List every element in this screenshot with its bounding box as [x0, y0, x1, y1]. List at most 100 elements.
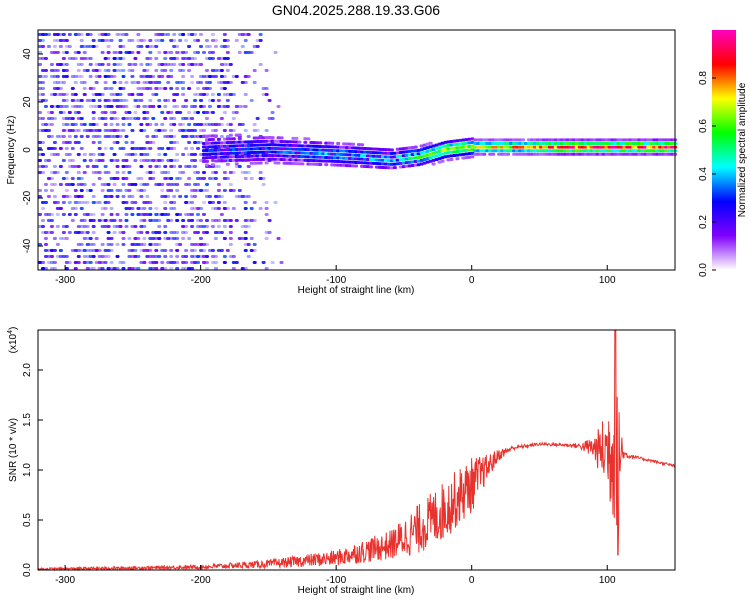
spectrogram-cell	[178, 81, 183, 84]
spectrogram-cell	[40, 225, 45, 228]
spectrogram-cell	[130, 153, 135, 156]
spectrogram-cell	[67, 159, 72, 162]
spectrogram-cell	[163, 171, 168, 174]
spectrogram-ridge-cell	[589, 138, 594, 142]
spectrogram-cell	[97, 129, 102, 132]
spectrogram-cell	[55, 39, 60, 42]
spectrogram-cell	[58, 111, 63, 114]
spectrogram-cell	[151, 261, 156, 264]
spectrogram-ridge-cell	[559, 145, 564, 149]
spectrogram-cell	[61, 201, 66, 204]
spectrogram-cell	[199, 237, 204, 240]
spectrogram-cell	[49, 183, 54, 186]
spectrogram-cell	[243, 243, 248, 246]
spectrogram-ridge-cell	[526, 149, 531, 153]
spectrogram-cell	[73, 129, 78, 132]
spectrogram-ridge-cell	[583, 138, 588, 142]
spectrogram-cell	[88, 63, 93, 66]
spectrogram-cell	[94, 249, 99, 252]
spectrogram-ridge-cell	[336, 142, 341, 145]
spectrogram-cell	[154, 69, 159, 72]
spectrogram-cell	[55, 153, 60, 156]
spectrogram-ridge-cell	[518, 145, 523, 149]
spectrogram-cell	[157, 129, 162, 132]
spectrogram-ridge-cell	[655, 149, 660, 153]
spectrogram-cell	[49, 93, 54, 96]
spectrogram-cell	[267, 231, 272, 234]
colorbar-tick-label: 0.6	[698, 119, 709, 133]
spectrogram-ridge-cell	[622, 138, 627, 142]
spectrogram-cell	[130, 39, 135, 42]
spectrogram-cell	[97, 147, 102, 150]
spectrogram-cell	[196, 189, 201, 192]
spectrogram-cell	[148, 123, 153, 126]
spectrogram-cell	[207, 45, 212, 48]
spectrogram-ridge-cell	[634, 138, 639, 142]
spectrogram-cell	[139, 87, 144, 90]
spectrogram-cell	[204, 225, 209, 228]
spectrogram-cell	[163, 249, 168, 252]
spectrogram-cell	[38, 39, 42, 42]
spectrogram-ridge-cell	[541, 142, 546, 145]
spectrogram-cell	[196, 87, 201, 90]
spectrogram-cell	[139, 213, 144, 216]
spectrogram-cell	[184, 129, 189, 132]
spectrogram-cell	[61, 81, 66, 84]
spectrogram-ridge-cell	[556, 152, 561, 156]
spectrogram-ridge-cell	[494, 138, 499, 142]
spectrogram-cell	[163, 105, 168, 108]
spectrogram-cell	[196, 51, 201, 54]
spectrogram-cell	[142, 219, 147, 222]
spectrogram-cell	[112, 57, 117, 60]
spectrogram-ridge-cell	[237, 133, 242, 137]
spectrogram-cell	[139, 129, 144, 132]
spectrogram-cell	[196, 243, 201, 246]
spectrogram-cell	[100, 51, 105, 54]
spectrogram-ridge-cell	[652, 138, 657, 142]
spectrogram-cell	[243, 129, 248, 132]
spectrogram-cell	[94, 69, 99, 72]
spectrogram-ridge-cell	[267, 146, 272, 150]
spectrogram-cell	[169, 123, 174, 126]
spectrogram-cell	[139, 153, 144, 156]
spectrogram-cell	[52, 75, 57, 78]
spectrogram-cell	[82, 219, 87, 222]
spectrogram-cell	[243, 33, 248, 36]
spectrogram-cell	[184, 39, 189, 42]
spectrogram-ridge-cell	[619, 145, 624, 149]
spectrogram-ridge-cell	[589, 152, 594, 156]
spectrogram-cell	[130, 267, 135, 270]
spectrogram-cell	[40, 153, 45, 156]
spectrogram-cell	[201, 105, 206, 108]
spectrogram-cell	[193, 255, 198, 258]
spectrogram-cell	[193, 249, 198, 252]
spectrogram-cell	[79, 57, 84, 60]
spectrogram-cell	[70, 129, 75, 132]
spectrogram-cell	[157, 243, 162, 246]
spectrogram-cell	[142, 69, 147, 72]
spectrogram-ridge-cell	[518, 152, 523, 156]
spectrogram-cell	[264, 129, 269, 132]
spectrogram-cell	[40, 81, 45, 84]
spectrogram-cell	[204, 123, 209, 126]
spectrogram-cell	[222, 237, 227, 240]
spectrogram-cell	[136, 81, 141, 84]
spectrogram-cell	[240, 105, 245, 108]
spectrogram-cell	[160, 261, 165, 264]
spectrogram-ridge-cell	[571, 145, 576, 149]
spectrogram-cell	[73, 33, 78, 36]
spectrogram-cell	[175, 237, 180, 240]
spectrogram-cell	[213, 207, 218, 210]
spectrogram-ridge-cell	[324, 163, 329, 167]
spectrogram-cell	[172, 237, 177, 240]
spectrogram-cell	[193, 165, 198, 168]
spectrogram-cell	[139, 147, 144, 150]
spectrogram-cell	[70, 219, 75, 222]
spectrogram-cell	[130, 243, 135, 246]
spectrogram-cell	[261, 87, 266, 90]
spectrogram-cell	[136, 117, 141, 120]
spectrogram-cell	[106, 249, 111, 252]
spectrogram-cell	[100, 225, 105, 228]
spectrogram-cell	[225, 39, 230, 42]
spectrogram-cell	[210, 39, 215, 42]
